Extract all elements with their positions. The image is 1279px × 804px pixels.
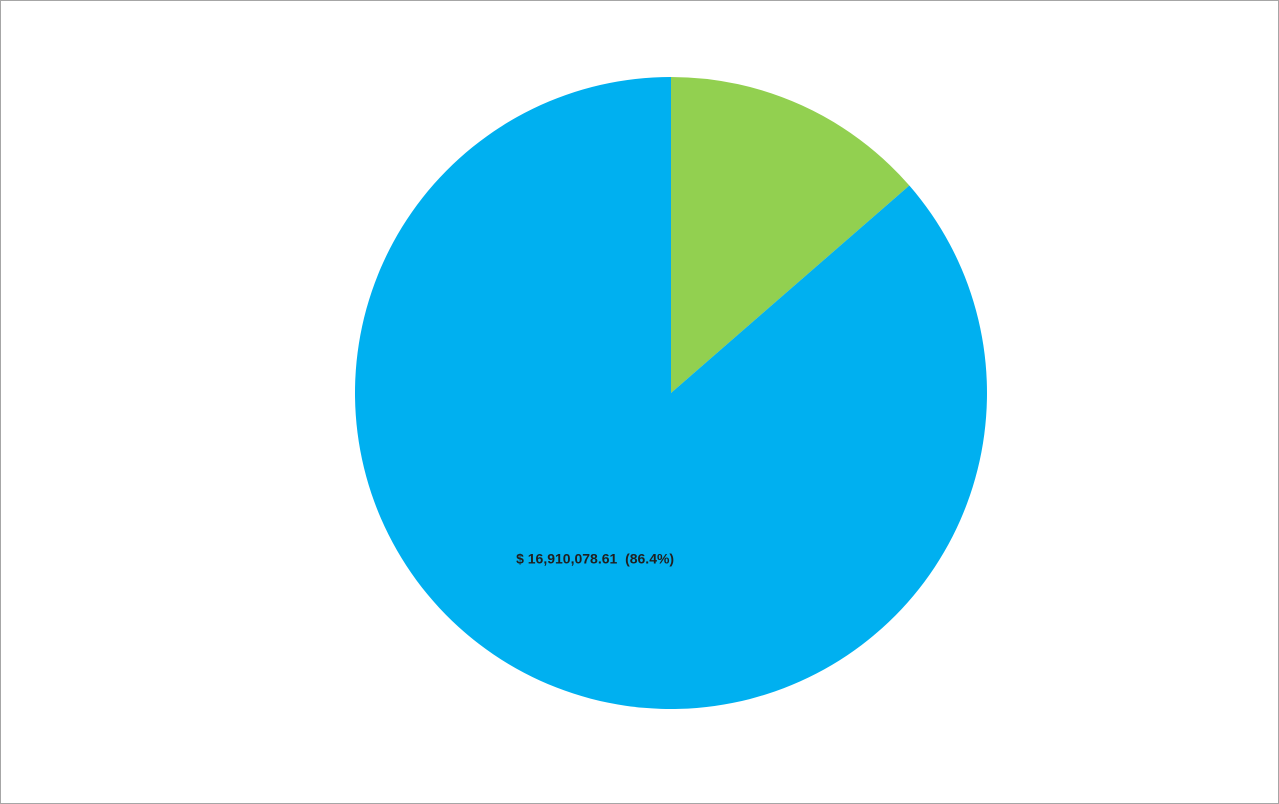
- pie-slice-1-label: $ 16,910,078.61 (86.4%): [516, 551, 674, 567]
- pie-labels: $ 16,910,078.61 (86.4%): [516, 551, 674, 567]
- pie-slices: [355, 77, 987, 709]
